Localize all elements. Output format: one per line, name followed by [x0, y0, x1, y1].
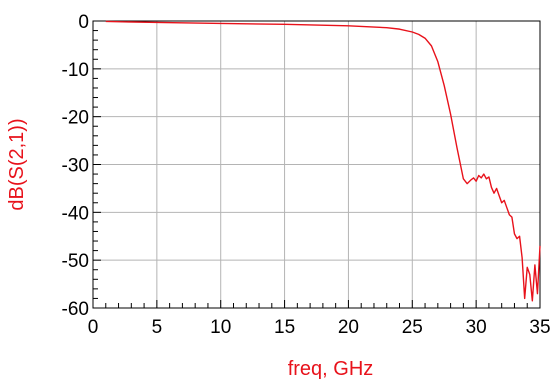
y-axis-label: dB(S(2,1))	[6, 118, 28, 210]
y-tick-label: -50	[62, 251, 89, 272]
y-tick-label: -20	[62, 108, 89, 129]
x-tick-label: 5	[152, 317, 163, 338]
y-tick-label: -40	[62, 203, 89, 224]
y-tick-label: -30	[62, 156, 89, 177]
x-tick-label: 0	[88, 317, 99, 338]
x-tick-label: 30	[466, 317, 487, 338]
x-tick-labels: 0 5 10 15 20 25 30 35	[88, 317, 551, 338]
y-tick-label: -10	[62, 60, 89, 81]
plot-frame	[92, 20, 541, 309]
series-line-s21	[105, 20, 541, 302]
y-tick-labels: 0 -10 -20 -30 -40 -50 -60	[62, 12, 89, 320]
y-tick-label: 0	[78, 12, 89, 33]
x-axis-label: freq, GHz	[288, 358, 374, 380]
x-tick-label: 25	[402, 317, 423, 338]
x-tick-label: 15	[274, 317, 295, 338]
grid	[93, 21, 540, 308]
x-tick-label: 35	[529, 317, 550, 338]
x-tick-label: 20	[338, 317, 359, 338]
x-tick-label: 10	[210, 317, 231, 338]
y-tick-label: -60	[62, 299, 89, 320]
